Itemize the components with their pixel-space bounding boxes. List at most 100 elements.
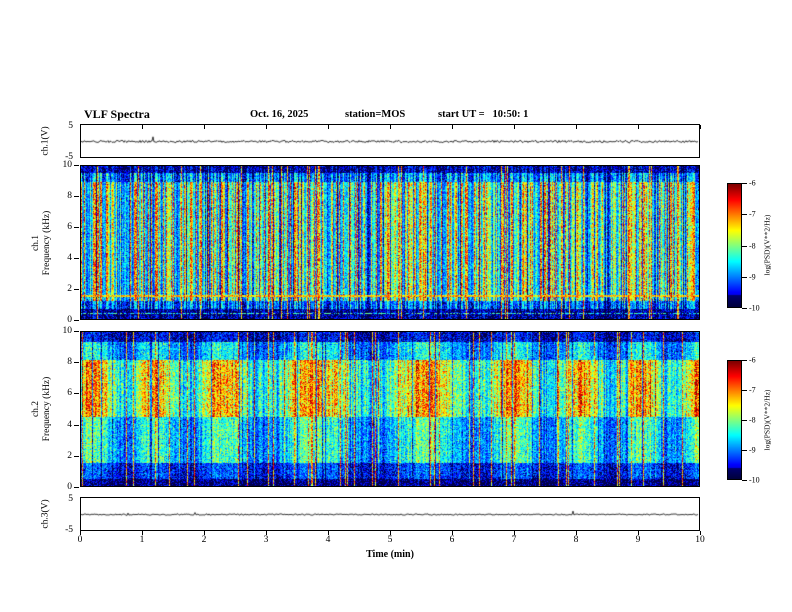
colorbar-tick-mark: [742, 480, 747, 481]
ch1-spectrogram-canvas: [81, 166, 699, 319]
freq-tick-label: 6: [67, 388, 72, 399]
x-tick-mark: [328, 531, 329, 535]
ch1-spec-channel-label: ch.1: [31, 234, 42, 252]
x-tick-label: 6: [449, 535, 455, 545]
freq-tick-mark: [74, 196, 79, 197]
x-tick-mark: [80, 531, 81, 535]
colorbar-tick-label: -6: [749, 355, 756, 365]
x-tick-mark: [204, 531, 205, 535]
colorbar-ch2-label: log(PSD)(V**2/Hz): [762, 389, 772, 451]
x-tick-mark: [638, 531, 639, 535]
x-tick-label: 2: [201, 535, 207, 545]
freq-tick-mark: [74, 331, 79, 332]
ch3-wave-ylabel: ch.3(V): [40, 499, 51, 529]
colorbar-tick-mark: [742, 420, 747, 421]
colorbar-tick-mark: [742, 308, 747, 309]
colorbar-tick-label: -10: [749, 475, 760, 485]
colorbar-tick-label: -9: [749, 272, 756, 282]
x-tick-mark: [390, 125, 391, 129]
freq-tick-mark: [74, 258, 79, 259]
x-tick-mark: [576, 531, 577, 535]
colorbar-ch1-canvas: [728, 184, 741, 307]
freq-tick-mark: [74, 165, 79, 166]
ch1-spectrogram-panel: [80, 165, 700, 320]
ch2-spec-ylabel: ch.2 Frequency (kHz): [31, 377, 53, 442]
x-tick-label: 7: [511, 535, 517, 545]
freq-tick-mark: [74, 455, 79, 457]
plot-title: VLF Spectra: [84, 107, 150, 121]
x-tick-mark: [576, 125, 577, 129]
colorbar-ch1: [727, 183, 742, 308]
colorbar-tick-mark: [742, 183, 747, 184]
freq-tick-label: 10: [62, 160, 73, 170]
ch1-ymin-label: -5: [65, 152, 73, 162]
ch3-ymax-label: 5: [68, 494, 73, 504]
freq-tick-label: 4: [67, 253, 72, 263]
x-tick-mark: [390, 531, 391, 535]
colorbar-tick-label: -10: [749, 303, 760, 313]
ch2-spec-axis-label: Frequency (kHz): [42, 376, 52, 442]
x-tick-mark: [452, 531, 453, 535]
x-axis-label: Time (min): [366, 549, 414, 560]
start-ut-label: start UT = 10:50: 1: [438, 109, 529, 120]
x-tick-label: 3: [263, 535, 269, 545]
station-label: station=MOS: [345, 109, 406, 120]
x-tick-mark: [80, 125, 81, 129]
ch2-spectrogram-canvas: [81, 332, 699, 486]
freq-tick-mark: [74, 424, 79, 426]
colorbar-tick-mark: [742, 245, 747, 247]
colorbar-tick-mark: [742, 214, 747, 216]
freq-tick-mark: [74, 487, 79, 488]
x-tick-label: 5: [387, 535, 393, 545]
freq-tick-label: 2: [67, 450, 72, 461]
x-tick-mark: [266, 125, 267, 129]
colorbar-tick-label: -8: [749, 241, 756, 250]
x-tick-mark: [204, 125, 205, 129]
ch1-ymax-label: 5: [68, 121, 73, 131]
x-tick-label: 8: [573, 535, 579, 545]
colorbar-tick-mark: [742, 276, 747, 278]
x-tick-mark: [700, 531, 701, 535]
x-tick-mark: [514, 125, 515, 129]
ch1-spec-axis-label: Frequency (kHz): [42, 210, 52, 276]
x-tick-mark: [638, 125, 639, 129]
x-tick-mark: [452, 125, 453, 129]
freq-tick-label: 0: [67, 482, 72, 492]
x-tick-mark: [328, 125, 329, 129]
ch3-waveform-canvas: [81, 498, 699, 530]
colorbar-tick-mark: [742, 450, 747, 451]
x-tick-mark: [266, 531, 267, 535]
colorbar-ch2: [727, 360, 742, 480]
ch2-spectrogram-panel: [80, 331, 700, 487]
colorbar-tick-label: -6: [749, 178, 756, 188]
x-tick-label: 9: [635, 535, 641, 545]
x-tick-mark: [700, 125, 701, 129]
ch1-waveform-canvas: [81, 125, 699, 157]
x-tick-label: 4: [325, 535, 331, 545]
colorbar-ch2-canvas: [728, 361, 741, 479]
colorbar-tick-label: -8: [749, 415, 756, 425]
freq-tick-label: 4: [67, 419, 72, 430]
ch1-wave-ylabel: ch.1(V): [40, 126, 51, 156]
x-tick-label: 0: [77, 535, 83, 545]
x-tick-label: 10: [695, 535, 705, 545]
ch3-waveform-panel: [80, 497, 700, 531]
freq-tick-label: 8: [67, 357, 72, 368]
freq-tick-mark: [74, 362, 79, 364]
colorbar-tick-label: -7: [749, 209, 756, 219]
colorbar-ch1-label: log(PSD)(V**2/Hz): [762, 214, 772, 276]
freq-tick-label: 2: [67, 284, 72, 294]
colorbar-tick-mark: [742, 360, 747, 361]
ch3-ymin-label: -5: [65, 525, 73, 535]
freq-tick-label: 0: [67, 315, 72, 325]
colorbar-tick-label: -7: [749, 385, 756, 395]
x-tick-label: 1: [139, 535, 145, 545]
freq-tick-label: 8: [67, 191, 72, 201]
ch2-spec-channel-label: ch.2: [31, 400, 42, 418]
x-tick-mark: [142, 125, 143, 129]
colorbar-tick-label: -9: [749, 445, 756, 455]
colorbar-tick-mark: [742, 390, 747, 391]
date-label: Oct. 16, 2025: [250, 109, 309, 120]
freq-tick-mark: [74, 393, 79, 395]
